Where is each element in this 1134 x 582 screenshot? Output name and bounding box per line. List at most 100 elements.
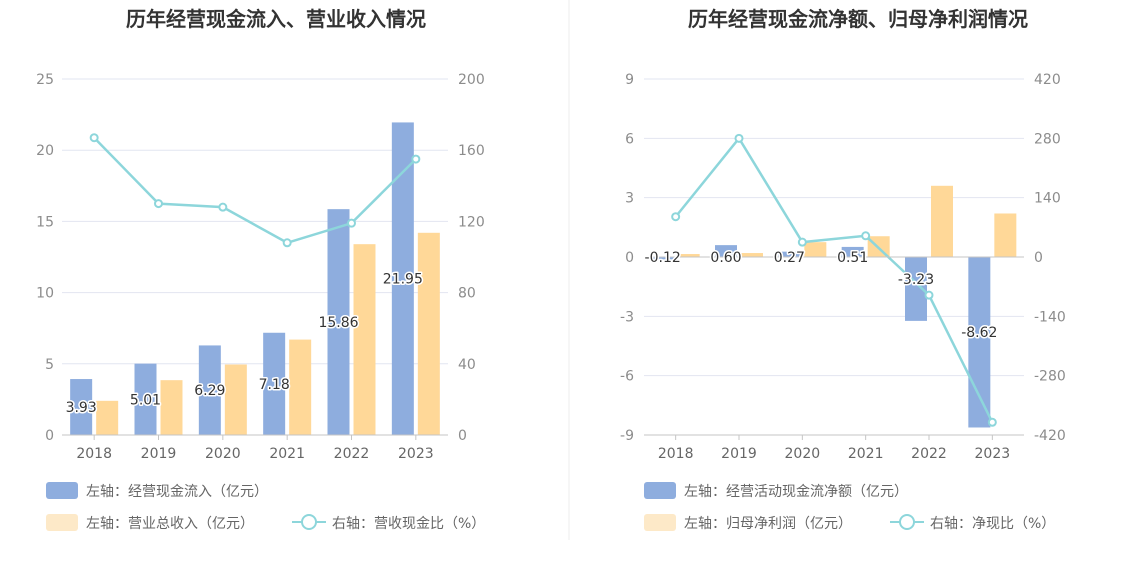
line-point — [218, 202, 228, 212]
data-label: 6.29 — [194, 383, 225, 399]
line-point — [987, 417, 997, 427]
chart-net-cashflow-profit: 历年经营现金流净额、归母净利润情况 -9 -6 -3 0 3 6 9 -420 -280 -14… — [620, 7, 1066, 532]
y-tick-label-right: -140 — [1034, 309, 1066, 325]
y-axis-right: -420 -280 -140 0 140 280 420 — [1034, 72, 1066, 444]
data-label: 0.51 — [837, 250, 868, 266]
line-point — [411, 154, 421, 164]
y-tick-label-right: -420 — [1034, 428, 1066, 444]
x-tick-label: 2019 — [721, 446, 757, 462]
y-tick-label-left: 25 — [36, 72, 54, 88]
bar-primary — [905, 257, 927, 321]
data-label: 0.27 — [774, 250, 805, 266]
x-tick-label: 2021 — [269, 446, 305, 462]
y-tick-label-left: -6 — [620, 369, 634, 385]
y-tick-label-right: 40 — [458, 357, 476, 373]
bar-secondary — [224, 364, 247, 435]
bar-secondary — [741, 253, 763, 257]
bar-secondary — [353, 244, 376, 435]
data-label: 21.95 — [383, 272, 423, 288]
bar-secondary — [96, 400, 119, 435]
bar-primary — [841, 246, 864, 257]
x-tick-label: 2018 — [76, 446, 112, 462]
legend: 左轴：经营现金流入（亿元） 左轴：营业总收入（亿元） 右轴：营收现金比（%） — [46, 482, 485, 532]
y-tick-label-left: 15 — [36, 214, 54, 230]
line-point — [282, 238, 292, 248]
y-tick-label-left: 0 — [625, 250, 634, 266]
line-point — [734, 133, 744, 143]
y-tick-label-right: 0 — [458, 428, 467, 444]
bar-primary — [778, 251, 801, 257]
y-tick-label-right: -280 — [1034, 369, 1066, 385]
y-tick-label-left: 0 — [45, 428, 54, 444]
legend-label: 左轴：归母净利润（亿元） — [684, 515, 852, 532]
line-path — [93, 136, 417, 245]
x-tick-label: 2023 — [398, 446, 434, 462]
bar-secondary — [160, 380, 183, 435]
data-label: 5.01 — [130, 392, 161, 408]
y-tick-label-left: -9 — [620, 428, 634, 444]
x-tick-label: 2022 — [334, 446, 370, 462]
bar-secondary — [289, 339, 312, 435]
line-point — [154, 199, 163, 209]
x-tick-label: 2018 — [658, 446, 694, 462]
x-axis: 2018 2019 2020 2021 2022 2023 — [62, 434, 448, 462]
y-tick-label-right: 200 — [458, 72, 485, 88]
x-tick-label: 2022 — [911, 446, 947, 462]
chart-revenue-cashflow: 历年经营现金流入、营业收入情况 0 5 10 15 20 25 0 40 80 120 160 20… — [36, 7, 485, 532]
y-tick-label-right: 80 — [458, 286, 476, 302]
y-tick-label-left: -3 — [620, 309, 634, 325]
bar-primary — [134, 363, 157, 435]
legend: 左轴：经营活动现金流净额（亿元） 左轴：归母净利润（亿元） 右轴：净现比（%） — [644, 482, 1055, 532]
line-path — [674, 136, 994, 423]
y-axis-right: 0 40 80 120 160 200 — [458, 72, 485, 444]
line-point — [797, 237, 807, 247]
bar-primary — [651, 257, 674, 260]
data-labels: -0.12 0.60 0.27 0.51 -3.23 -8.62 — [643, 249, 999, 343]
data-label: 7.18 — [259, 377, 290, 393]
x-tick-label: 2021 — [848, 446, 884, 462]
x-tick-label: 2020 — [785, 446, 821, 462]
bar-primary — [715, 245, 737, 257]
bar-primary — [968, 257, 991, 428]
legend-label: 左轴：营业总收入（亿元） — [86, 516, 254, 532]
bar-primary — [70, 379, 93, 435]
legend-label: 右轴：净现比（%） — [930, 516, 1055, 532]
bar-primary — [263, 332, 286, 435]
line-point — [671, 212, 681, 222]
bar-primary — [198, 345, 221, 435]
y-tick-label-left: 9 — [625, 72, 634, 88]
data-label: 0.60 — [710, 250, 741, 266]
bar-secondary — [994, 213, 1017, 257]
bar-secondary — [417, 232, 440, 435]
bar-series — [651, 185, 1017, 428]
y-tick-label-left: 6 — [625, 131, 634, 147]
legend-swatch-primary — [46, 482, 78, 499]
data-label: -3.23 — [898, 272, 934, 288]
legend-swatch-marker — [899, 514, 915, 530]
legend-label: 左轴：经营现金流入（亿元） — [86, 484, 268, 500]
y-tick-label-right: 140 — [1034, 191, 1061, 207]
data-label: -8.62 — [961, 325, 997, 341]
legend-label: 左轴：经营活动现金流净额（亿元） — [684, 484, 908, 500]
x-tick-label: 2023 — [975, 446, 1011, 462]
y-tick-label-right: 280 — [1034, 131, 1061, 147]
bar-secondary — [931, 185, 953, 257]
line-point — [347, 218, 356, 228]
x-axis: 2018 2019 2020 2021 2022 2023 — [644, 256, 1024, 462]
x-tick-label: 2020 — [205, 446, 241, 462]
bar-secondary — [804, 242, 827, 257]
y-tick-label-right: 160 — [458, 143, 485, 159]
legend-swatch-marker — [301, 514, 317, 530]
bar-primary — [391, 122, 414, 435]
chart-title: 历年经营现金流净额、归母净利润情况 — [688, 7, 1028, 31]
bar-primary — [327, 209, 350, 435]
line-series — [89, 133, 421, 248]
chart-title: 历年经营现金流入、营业收入情况 — [126, 7, 426, 31]
data-label: 3.93 — [66, 400, 97, 416]
line-series — [671, 133, 997, 427]
y-tick-label-left: 5 — [45, 357, 54, 373]
y-tick-label-right: 120 — [458, 214, 485, 230]
data-label: -0.12 — [645, 250, 681, 266]
y-tick-label-left: 20 — [36, 143, 54, 159]
